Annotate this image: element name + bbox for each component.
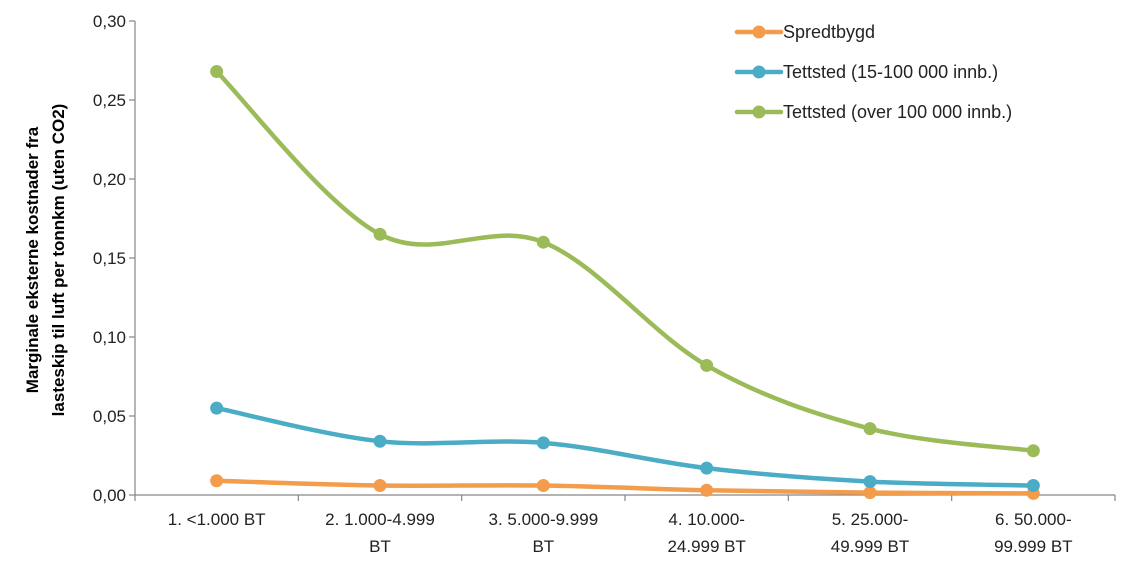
y-axis-label: Marginale eksterne kostnader fra lasteski… [23, 104, 68, 417]
data-point [536, 436, 550, 450]
series-3 [210, 65, 1040, 458]
data-point [210, 65, 224, 79]
data-point [863, 475, 877, 489]
legend-label: Tettsted (over 100 000 innb.) [783, 102, 1012, 122]
y-tick-label: 0,05 [93, 407, 126, 426]
data-point [700, 461, 714, 475]
x-tick-label: 4. 10.000-24.999 BT [667, 510, 745, 556]
legend-label: Tettsted (15-100 000 innb.) [783, 62, 998, 82]
x-tick-label: 2. 1.000-4.999 BT [325, 510, 435, 556]
series-line [214, 405, 1036, 488]
y-tick-label: 0,30 [93, 12, 126, 31]
x-tick-label: 3. 5.000-9.999 BT [489, 510, 599, 556]
data-point [373, 227, 387, 241]
x-tick-label: 1. <1.000 BT [168, 510, 266, 529]
data-point [1026, 444, 1040, 458]
legend-item: Tettsted (over 100 000 innb.) [734, 102, 1012, 122]
data-point [1026, 479, 1040, 493]
y-tick-label: 0,25 [93, 91, 126, 110]
y-tick-label: 0,10 [93, 328, 126, 347]
y-axis-title: Marginale eksterne kostnader fra lasteski… [23, 104, 68, 417]
data-point [863, 486, 877, 500]
legend-marker [752, 25, 766, 39]
data-point [863, 422, 877, 436]
data-point [373, 434, 387, 448]
y-tick-label: 0,00 [93, 486, 126, 505]
legend-marker [752, 65, 766, 79]
data-point [210, 474, 224, 488]
series-line [214, 478, 1036, 496]
data-point [536, 479, 550, 493]
data-point [373, 479, 387, 493]
legend-item: Tettsted (15-100 000 innb.) [734, 62, 998, 82]
data-point [536, 235, 550, 249]
data-point [210, 401, 224, 415]
legend-item: Spredtbygd [734, 22, 875, 42]
y-tick-labels: 0,00 0,05 0,10 0,15 0,20 0,25 0,30 [93, 12, 126, 505]
series-layer [210, 65, 1040, 500]
series-2 [210, 401, 1040, 493]
legend-label: Spredtbygd [783, 22, 875, 42]
series-line [214, 69, 1036, 454]
data-point [700, 483, 714, 497]
y-tick-label: 0,15 [93, 249, 126, 268]
x-tick-label: 6. 50.000-99.999 BT [994, 510, 1072, 556]
axes [129, 20, 1116, 501]
legend: Spredtbygd Tettsted (15-100 000 innb.) Tet… [734, 22, 1012, 122]
y-tick-label: 0,20 [93, 170, 126, 189]
legend-marker [752, 105, 766, 119]
x-tick-label: 5. 25.000-49.999 BT [831, 510, 909, 556]
data-point [700, 358, 714, 372]
x-tick-labels: 1. <1.000 BT 2. 1.000-4.999 BT 3. 5.000-9.9… [168, 510, 1073, 556]
